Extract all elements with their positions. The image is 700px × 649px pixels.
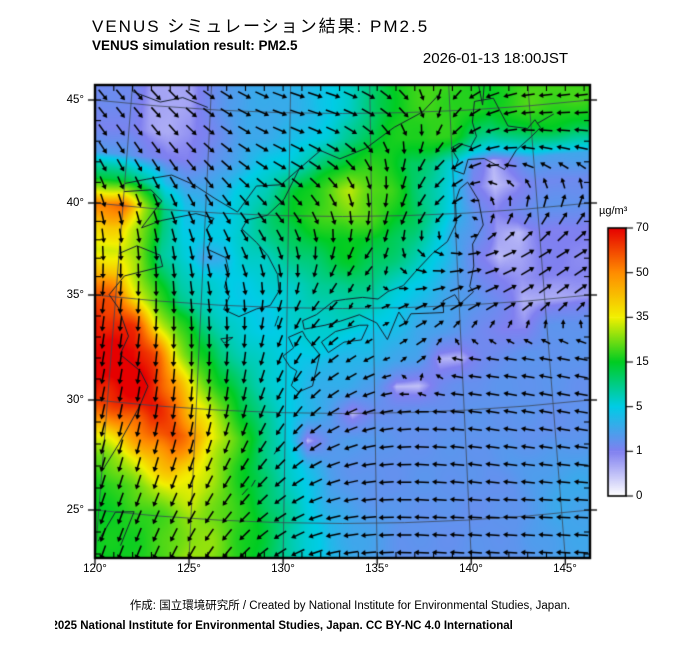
colorbar-unit-label: µg/m³	[599, 205, 628, 217]
x-axis-tick-label: 145°	[553, 563, 577, 575]
x-axis-tick-label: 125°	[177, 563, 201, 575]
colorbar-tick-label: 15	[636, 356, 649, 368]
x-axis-tick-label: 135°	[365, 563, 389, 575]
colorbar-tick-label: 50	[636, 267, 649, 279]
map-canvas	[87, 77, 599, 569]
license-line: ©2025 National Institute for Environment…	[55, 616, 600, 634]
x-axis-tick-label: 120°	[83, 563, 107, 575]
colorbar-tick-label: 35	[636, 311, 649, 323]
x-axis-tick-label: 140°	[459, 563, 483, 575]
y-axis-tick-label: 45°	[66, 94, 84, 106]
colorbar-tick-label: 5	[636, 401, 643, 413]
colorbar-tick-label: 70	[636, 222, 649, 234]
y-axis-tick-label: 25°	[66, 504, 84, 516]
title-english: VENUS simulation result: PM2.5	[92, 38, 298, 53]
title-japanese: VENUS シミュレーション結果: PM2.5	[92, 17, 430, 36]
colorbar-tick-label: 0	[636, 490, 643, 502]
x-axis-tick-label: 130°	[271, 563, 295, 575]
license-text: ©2025 National Institute for Environment…	[55, 620, 513, 632]
credit-line: 作成: 国立環境研究所 / Created by National Instit…	[129, 600, 571, 612]
timestamp: 2026-01-13 18:00JST	[422, 50, 568, 67]
colorbar	[606, 225, 640, 503]
colorbar-tick-label: 1	[636, 445, 643, 457]
y-axis-tick-label: 40°	[66, 197, 84, 209]
y-axis-tick-label: 30°	[66, 394, 84, 406]
y-axis-tick-label: 35°	[66, 289, 84, 301]
